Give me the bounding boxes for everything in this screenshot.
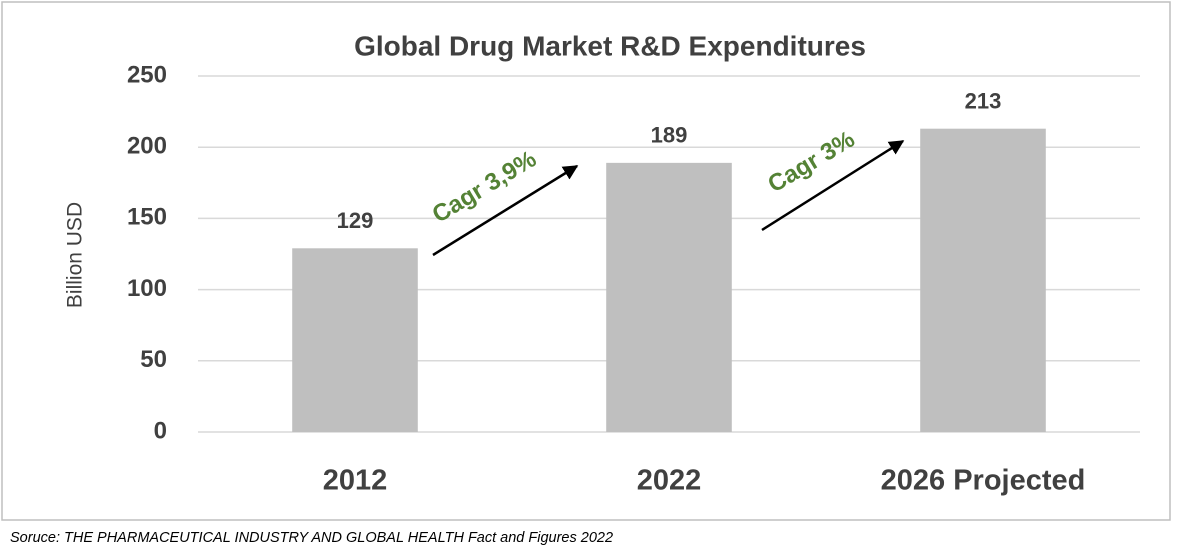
y-tick-label: 100 xyxy=(127,275,167,302)
value-label: 189 xyxy=(651,123,688,148)
x-tick-label: 2022 xyxy=(637,465,702,497)
source-note: Soruce: THE PHARMACEUTICAL INDUSTRY AND … xyxy=(10,530,613,546)
chart-title: Global Drug Market R&D Expenditures xyxy=(354,30,866,61)
bar xyxy=(606,162,732,432)
y-axis-label: Billion USD xyxy=(64,202,87,308)
bar xyxy=(292,248,418,432)
y-tick-label: 200 xyxy=(127,133,167,160)
y-tick-label: 150 xyxy=(127,204,167,231)
value-label: 213 xyxy=(965,89,1002,114)
arrow xyxy=(432,164,579,257)
y-tick-label: 50 xyxy=(140,346,167,373)
value-label: 129 xyxy=(337,208,374,233)
bar xyxy=(920,128,1046,433)
x-tick-label: 2012 xyxy=(323,465,388,497)
arrow xyxy=(761,139,905,232)
x-tick-label: 2026 Projected xyxy=(881,465,1086,497)
y-tick-label: 250 xyxy=(127,61,167,88)
y-tick-label: 0 xyxy=(154,417,167,444)
